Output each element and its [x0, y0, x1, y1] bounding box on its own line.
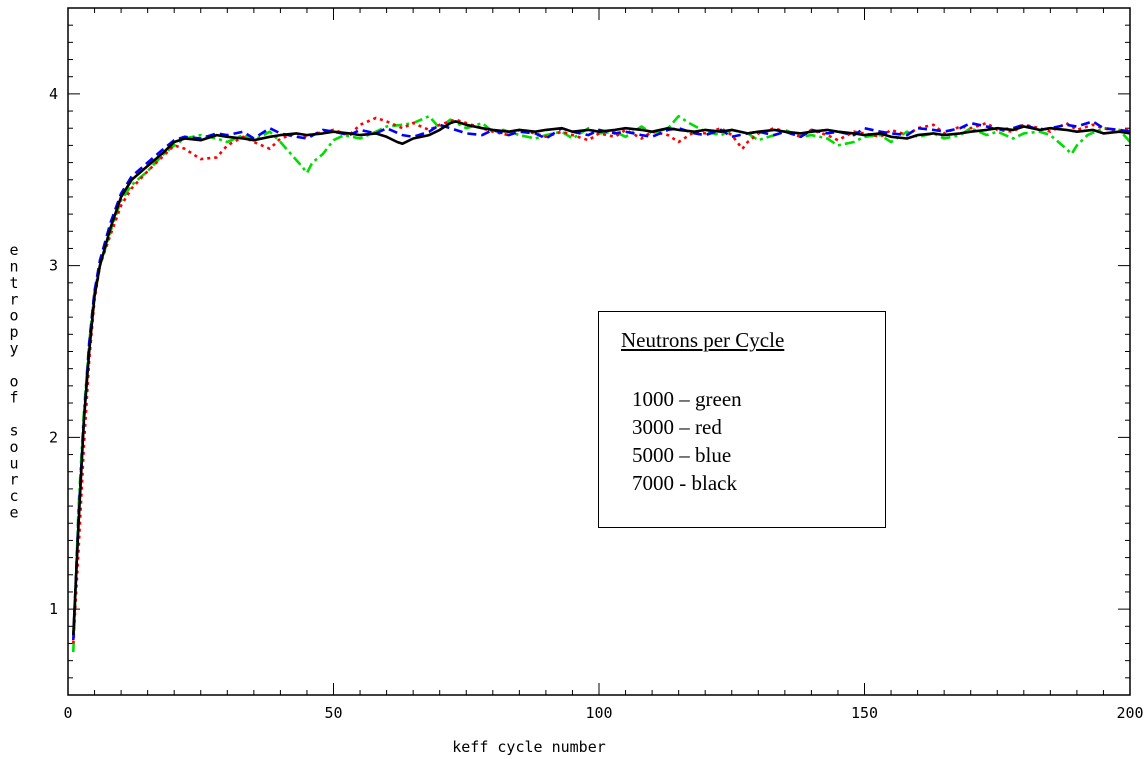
y-axis-label-char: u — [9, 454, 18, 472]
y-axis-label-char: c — [9, 487, 18, 505]
y-tick-label: 3 — [49, 257, 58, 275]
x-tick-label: 50 — [324, 704, 342, 722]
x-tick-label: 150 — [851, 704, 878, 722]
series-line-7000 — [72, 120, 1131, 635]
x-tick-label: 100 — [585, 704, 612, 722]
y-axis-label-char — [9, 405, 18, 423]
legend: Neutrons per Cycle 1000 – green 3000 – r… — [598, 311, 886, 528]
x-tick-label: 200 — [1116, 704, 1143, 722]
series-line-1000 — [72, 114, 1131, 653]
series-line-5000 — [72, 120, 1131, 641]
legend-entry-blue: 5000 – blue — [632, 443, 732, 467]
series-lines — [72, 114, 1131, 653]
y-axis-label-char: r — [9, 290, 18, 308]
y-axis-label-char: e — [9, 241, 18, 259]
y-axis-label-char: r — [9, 471, 18, 489]
y-axis-label-char: s — [9, 422, 18, 440]
legend-entry-black: 7000 - black — [632, 471, 737, 495]
legend-entry-red: 3000 – red — [632, 415, 722, 439]
plot-frame — [67, 7, 1131, 696]
y-axis-label-char: y — [9, 340, 18, 358]
y-axis-label-char: e — [9, 504, 18, 522]
y-axis-label-char: o — [9, 372, 18, 390]
y-axis-label-char: p — [9, 323, 18, 341]
axis-ticks — [67, 7, 1131, 696]
series-line-3000 — [72, 116, 1131, 644]
y-axis-label-char: n — [9, 258, 18, 276]
y-axis-label-char: o — [9, 307, 18, 325]
x-axis-label: keff cycle number — [452, 738, 606, 756]
legend-title: Neutrons per Cycle — [621, 328, 785, 352]
legend-entries: 1000 – green 3000 – red 5000 – blue 7000… — [632, 385, 742, 497]
y-tick-label: 2 — [49, 428, 58, 446]
legend-entry-green: 1000 – green — [632, 387, 742, 411]
y-tick-label: 4 — [49, 85, 58, 103]
tick-labels: 0 50 100 150 200 1 2 3 4 — [49, 85, 1144, 722]
y-axis-label-char: f — [9, 389, 18, 407]
y-axis-label-char: o — [9, 438, 18, 456]
y-axis-label-char — [9, 356, 18, 374]
y-tick-label: 1 — [49, 600, 58, 618]
x-tick-label: 0 — [63, 704, 72, 722]
y-axis-label-char: t — [9, 274, 18, 292]
